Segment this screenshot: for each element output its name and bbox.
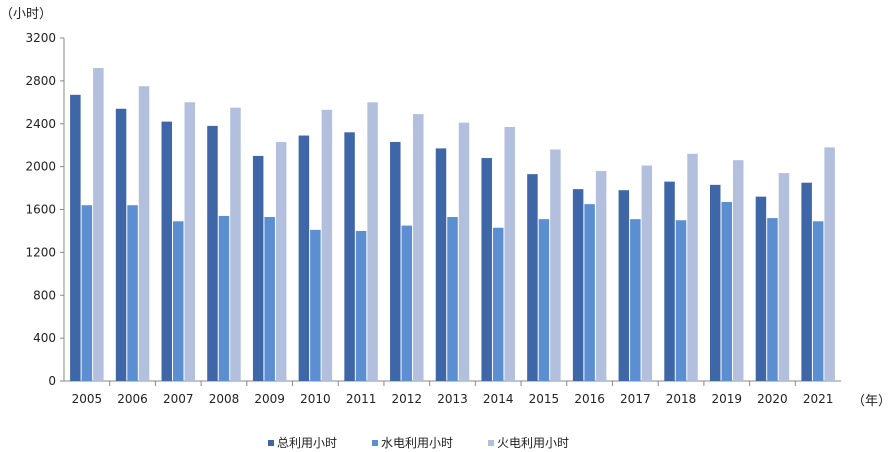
bar-2006-series-2 bbox=[127, 205, 138, 381]
bar-2005-series-1 bbox=[70, 94, 81, 381]
bar-2020-series-1 bbox=[755, 196, 767, 381]
y-tick-label: 800 bbox=[33, 288, 56, 302]
y-tick-label: 400 bbox=[33, 331, 56, 345]
bar-2009-series-2 bbox=[264, 217, 275, 381]
bar-2016-series-1 bbox=[572, 189, 584, 381]
x-tick-label: 2006 bbox=[117, 392, 148, 406]
y-tick-label: 1200 bbox=[25, 245, 56, 259]
bar-2018-series-2 bbox=[675, 220, 687, 381]
legend-label-2: 水电利用小时 bbox=[381, 436, 453, 450]
y-axis-label: （小时） bbox=[0, 7, 52, 22]
bar-2018-series-3 bbox=[687, 153, 698, 381]
bar-2019-series-3 bbox=[732, 160, 744, 381]
y-tick-label: 2000 bbox=[25, 160, 56, 174]
bar-2009-series-3 bbox=[275, 141, 287, 381]
x-axis-ticks: 2005 2006 2007 2008 2009 2010 2011 2012 2013 2014… bbox=[72, 381, 834, 406]
x-tick-label: 2014 bbox=[483, 392, 514, 406]
x-tick-label: 2005 bbox=[72, 392, 103, 406]
x-tick-label: 2017 bbox=[620, 392, 651, 406]
bar-2017-series-1 bbox=[618, 190, 630, 381]
bar-2013-series-1 bbox=[435, 148, 447, 381]
bar-2017-series-2 bbox=[630, 219, 641, 381]
y-axis-ticks: 0 400 800 1200 1600 2000 2400 2800 3200 bbox=[25, 31, 64, 388]
x-tick-label: 2020 bbox=[757, 392, 788, 406]
legend-label-1: 总利用小时 bbox=[277, 436, 337, 450]
x-tick-label: 2011 bbox=[346, 392, 377, 406]
bar-2008-series-1 bbox=[207, 125, 218, 381]
x-tick-label: 2019 bbox=[711, 392, 742, 406]
bar-2006-series-3 bbox=[138, 86, 150, 381]
bar-2019-series-2 bbox=[721, 201, 732, 381]
bar-2009-series-1 bbox=[252, 155, 264, 381]
x-tick-label: 2015 bbox=[529, 392, 560, 406]
bar-2011-series-2 bbox=[355, 230, 367, 381]
bar-2006-series-1 bbox=[115, 108, 127, 382]
y-tick-label: 3200 bbox=[25, 31, 56, 45]
bar-2016-series-3 bbox=[595, 170, 607, 381]
legend-swatch-2 bbox=[372, 440, 378, 446]
y-tick-label: 2800 bbox=[25, 74, 56, 88]
legend: 总利用小时 水电利用小时 火电利用小时 bbox=[268, 436, 569, 450]
bar-2011-series-3 bbox=[367, 102, 378, 381]
bar-2012-series-2 bbox=[401, 225, 413, 381]
bar-2013-series-3 bbox=[458, 122, 470, 381]
bar-2014-series-1 bbox=[481, 158, 492, 381]
bars-group bbox=[70, 68, 835, 382]
x-tick-label: 2009 bbox=[254, 392, 285, 406]
x-tick-label: 2010 bbox=[300, 392, 331, 406]
y-tick-label: 2400 bbox=[25, 117, 56, 131]
bar-2019-series-1 bbox=[709, 184, 721, 381]
x-tick-label: 2016 bbox=[574, 392, 605, 406]
x-tick-label: 2012 bbox=[392, 392, 423, 406]
x-tick-label: 2008 bbox=[209, 392, 240, 406]
bar-2005-series-2 bbox=[81, 205, 93, 381]
bar-2021-series-2 bbox=[812, 221, 824, 381]
bar-2020-series-3 bbox=[778, 173, 790, 381]
x-tick-label: 2021 bbox=[803, 392, 834, 406]
bar-2012-series-1 bbox=[390, 141, 401, 381]
bar-2007-series-3 bbox=[184, 102, 196, 381]
bar-2007-series-1 bbox=[161, 121, 173, 381]
bar-2010-series-3 bbox=[321, 109, 333, 382]
bar-2021-series-1 bbox=[801, 182, 812, 381]
bar-2016-series-2 bbox=[584, 204, 595, 381]
bar-2013-series-2 bbox=[447, 217, 458, 381]
bar-2018-series-1 bbox=[664, 181, 675, 381]
y-tick-label: 1600 bbox=[25, 203, 56, 217]
bar-2015-series-2 bbox=[538, 219, 550, 381]
bar-2008-series-2 bbox=[218, 215, 230, 381]
x-axis-label: （年） bbox=[852, 394, 891, 409]
bar-2014-series-3 bbox=[504, 126, 515, 381]
bar-2015-series-3 bbox=[550, 149, 561, 381]
legend-label-3: 火电利用小时 bbox=[497, 436, 569, 450]
x-tick-label: 2013 bbox=[437, 392, 468, 406]
legend-swatch-1 bbox=[268, 440, 274, 446]
legend-swatch-3 bbox=[488, 440, 494, 446]
x-tick-label: 2007 bbox=[163, 392, 194, 406]
x-tick-label: 2018 bbox=[666, 392, 697, 406]
bar-2007-series-2 bbox=[173, 221, 184, 381]
bar-2010-series-2 bbox=[310, 229, 321, 381]
bar-2011-series-1 bbox=[344, 132, 355, 381]
bar-2005-series-3 bbox=[93, 68, 104, 381]
bar-2012-series-3 bbox=[413, 114, 424, 382]
bar-2021-series-3 bbox=[824, 147, 835, 381]
bar-2014-series-2 bbox=[492, 227, 504, 381]
bar-2020-series-2 bbox=[767, 218, 778, 381]
bar-2017-series-3 bbox=[641, 165, 653, 381]
bar-2008-series-3 bbox=[230, 107, 241, 381]
y-tick-label: 0 bbox=[48, 374, 56, 388]
bar-2015-series-1 bbox=[527, 174, 538, 381]
bar-2010-series-1 bbox=[298, 135, 310, 381]
